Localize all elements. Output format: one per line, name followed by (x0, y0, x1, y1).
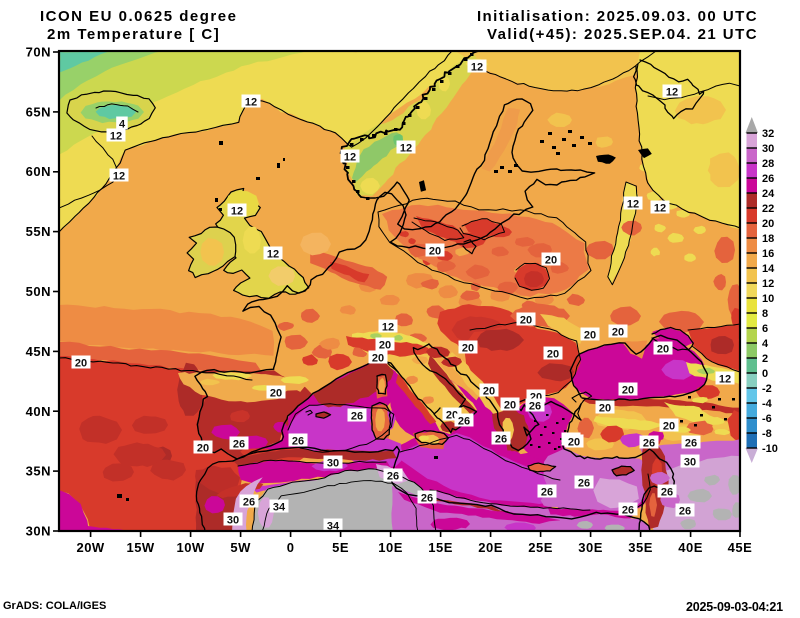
svg-text:4: 4 (119, 119, 126, 131)
svg-text:20: 20 (657, 344, 669, 356)
svg-text:26: 26 (351, 411, 363, 423)
svg-text:25E: 25E (528, 540, 553, 555)
svg-text:35E: 35E (628, 540, 653, 555)
svg-text:4: 4 (762, 338, 769, 350)
svg-text:5W: 5W (230, 540, 251, 555)
svg-text:-10: -10 (762, 443, 778, 455)
svg-text:-6: -6 (762, 413, 772, 425)
svg-text:24: 24 (762, 188, 775, 200)
svg-text:20: 20 (429, 246, 441, 258)
svg-text:26: 26 (243, 497, 255, 509)
svg-text:20: 20 (379, 340, 391, 352)
svg-text:30N: 30N (26, 524, 51, 539)
svg-text:45N: 45N (26, 344, 51, 359)
svg-text:10E: 10E (378, 540, 403, 555)
svg-text:12: 12 (666, 87, 678, 99)
svg-text:20: 20 (504, 400, 516, 412)
svg-text:35N: 35N (26, 464, 51, 479)
svg-text:12: 12 (719, 374, 731, 386)
svg-text:20: 20 (545, 255, 557, 267)
svg-text:20: 20 (462, 343, 474, 355)
svg-text:70N: 70N (26, 45, 51, 60)
svg-text:2: 2 (762, 353, 768, 365)
svg-text:30E: 30E (578, 540, 603, 555)
svg-text:26: 26 (679, 506, 691, 518)
svg-text:26: 26 (421, 493, 433, 505)
svg-text:20: 20 (599, 403, 611, 415)
svg-text:12: 12 (245, 97, 257, 109)
svg-text:12: 12 (627, 199, 639, 211)
svg-text:12: 12 (654, 203, 666, 215)
svg-text:-4: -4 (762, 398, 773, 410)
svg-text:12: 12 (344, 152, 356, 164)
svg-text:12: 12 (113, 171, 125, 183)
svg-text:30: 30 (227, 515, 239, 527)
svg-text:34: 34 (327, 521, 340, 533)
svg-text:20: 20 (762, 218, 774, 230)
svg-text:26: 26 (529, 401, 541, 413)
svg-text:18: 18 (762, 233, 774, 245)
svg-text:26: 26 (292, 436, 304, 448)
svg-text:0: 0 (762, 368, 768, 380)
svg-text:26: 26 (387, 471, 399, 483)
svg-text:12: 12 (471, 62, 483, 74)
svg-text:8: 8 (762, 308, 768, 320)
svg-text:5E: 5E (332, 540, 349, 555)
svg-text:30: 30 (684, 457, 696, 469)
svg-text:10W: 10W (176, 540, 204, 555)
svg-text:12: 12 (267, 249, 279, 261)
svg-text:20: 20 (75, 358, 87, 370)
svg-text:26: 26 (622, 505, 634, 517)
svg-text:20: 20 (270, 388, 282, 400)
svg-text:20: 20 (547, 349, 559, 361)
svg-text:10: 10 (762, 293, 774, 305)
svg-text:26: 26 (233, 439, 245, 451)
svg-text:20: 20 (612, 327, 624, 339)
svg-text:12: 12 (382, 322, 394, 334)
svg-text:-2: -2 (762, 383, 772, 395)
svg-text:22: 22 (762, 203, 774, 215)
svg-text:26: 26 (578, 478, 590, 490)
svg-text:26: 26 (541, 487, 553, 499)
svg-text:26: 26 (762, 173, 774, 185)
svg-text:45E: 45E (728, 540, 753, 555)
svg-text:0: 0 (287, 540, 295, 555)
svg-text:32: 32 (762, 128, 774, 140)
svg-text:20W: 20W (76, 540, 104, 555)
svg-text:20: 20 (568, 437, 580, 449)
svg-text:16: 16 (762, 248, 774, 260)
svg-text:20: 20 (372, 353, 384, 365)
svg-text:12: 12 (110, 131, 122, 143)
svg-text:26: 26 (643, 438, 655, 450)
svg-text:20: 20 (584, 330, 596, 342)
svg-text:15W: 15W (126, 540, 154, 555)
svg-text:20: 20 (663, 421, 675, 433)
svg-text:40E: 40E (678, 540, 703, 555)
svg-text:55N: 55N (26, 224, 51, 239)
svg-text:65N: 65N (26, 104, 51, 119)
svg-text:12: 12 (231, 206, 243, 218)
svg-text:-8: -8 (762, 428, 772, 440)
svg-text:26: 26 (661, 487, 673, 499)
svg-text:26: 26 (458, 416, 470, 428)
svg-text:20E: 20E (478, 540, 503, 555)
svg-text:20: 20 (483, 386, 495, 398)
svg-text:15E: 15E (428, 540, 453, 555)
svg-text:34: 34 (273, 502, 286, 514)
svg-text:20: 20 (622, 385, 634, 397)
svg-text:12: 12 (400, 143, 412, 155)
svg-text:26: 26 (495, 434, 507, 446)
svg-text:30: 30 (327, 458, 339, 470)
svg-text:20: 20 (520, 315, 532, 327)
svg-text:20: 20 (197, 443, 209, 455)
svg-text:14: 14 (762, 263, 775, 275)
svg-text:60N: 60N (26, 164, 51, 179)
svg-text:6: 6 (762, 323, 768, 335)
svg-text:50N: 50N (26, 284, 51, 299)
svg-text:28: 28 (762, 158, 774, 170)
svg-text:12: 12 (762, 278, 774, 290)
svg-text:40N: 40N (26, 404, 51, 419)
svg-text:26: 26 (685, 438, 697, 450)
svg-text:30: 30 (762, 143, 774, 155)
